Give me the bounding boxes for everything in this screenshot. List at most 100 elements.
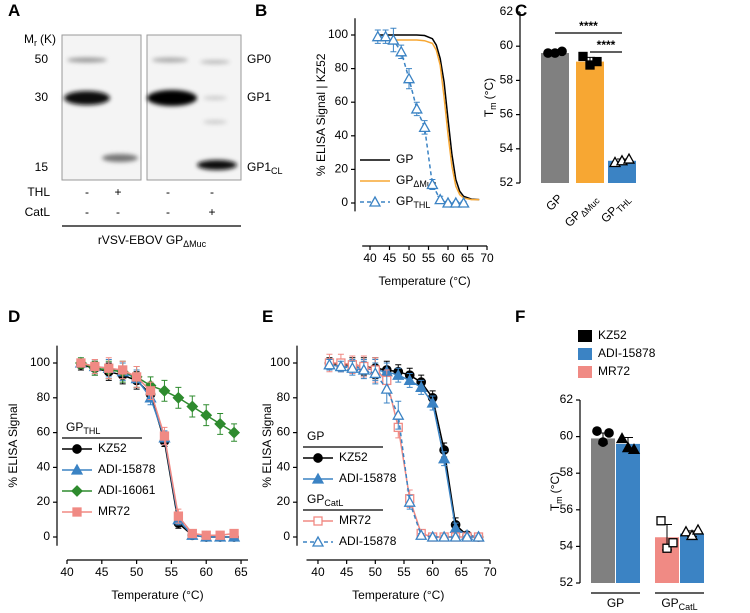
y-tick-label: 100 — [270, 355, 290, 369]
x-tick-label: 60 — [441, 251, 455, 265]
row-value: - — [116, 205, 120, 219]
series-line — [377, 35, 464, 204]
marker — [159, 431, 170, 441]
y-tick-label: 52 — [560, 575, 574, 589]
y-tick-label: 100 — [328, 27, 348, 41]
y-tick-label: 54 — [560, 539, 574, 553]
marker — [387, 33, 400, 45]
row-value-part: + — [114, 185, 121, 199]
marker — [426, 396, 439, 408]
y-tick-label-part: 56 — [560, 502, 574, 516]
y-tick-label: 20 — [37, 494, 51, 508]
marker — [228, 426, 240, 439]
marker — [215, 530, 225, 540]
x-tick-label-part: 60 — [200, 565, 214, 579]
marker — [118, 365, 128, 375]
marker — [403, 374, 416, 386]
y-axis-label: Tm (°C) — [482, 78, 498, 117]
x-tick-label: GP — [543, 191, 565, 213]
x-tick-label: 45 — [383, 251, 397, 265]
row-value-part: + — [208, 205, 215, 219]
x-tick-label-part: THL — [615, 196, 634, 215]
band — [200, 60, 230, 64]
y-tick-label: 80 — [37, 390, 51, 404]
band — [197, 160, 237, 170]
band — [203, 120, 227, 124]
legend-label-part: ADI-15878 — [98, 462, 156, 476]
y-tick-label: 56 — [500, 107, 514, 121]
marker — [357, 363, 370, 375]
x-tick-label: 50 — [402, 251, 416, 265]
row-value-part: - — [116, 205, 120, 219]
band — [64, 91, 110, 105]
x-tick-label-part: 40 — [311, 565, 325, 579]
legend-label-part: THL — [413, 200, 430, 210]
legend-label-part: KZ52 — [98, 441, 127, 455]
y-tick-label: 100 — [30, 355, 50, 369]
legend-swatch — [578, 366, 592, 378]
marker — [71, 485, 83, 497]
x-tick-label-part: 65 — [461, 251, 475, 265]
marker — [369, 367, 382, 379]
y-tick-label-part: 40 — [335, 128, 349, 142]
y-tick-label-part: 40 — [277, 460, 291, 474]
panel-label: A — [8, 1, 20, 20]
significance-label: **** — [579, 19, 598, 33]
marker — [311, 472, 325, 484]
band-label-part: CL — [271, 166, 283, 176]
panel-label-part: F — [515, 307, 525, 326]
y-tick-label: 60 — [560, 429, 574, 443]
gel-right — [146, 34, 242, 181]
bands — [64, 57, 237, 170]
marker — [656, 516, 666, 526]
mr-label: Mr (K) — [24, 32, 56, 48]
marker — [604, 428, 614, 438]
panel-label: C — [515, 1, 527, 20]
group-label: GPCatL — [661, 596, 697, 612]
legend-title-part: GP — [307, 492, 324, 506]
x-tick-label-part: 65 — [455, 565, 469, 579]
legend-label: ADI-15878 — [98, 462, 156, 476]
marker — [426, 530, 439, 542]
legend-label-part: MR72 — [98, 504, 130, 518]
legend-label: ADI-15878 — [339, 534, 397, 548]
x-tick-label: 40 — [311, 565, 325, 579]
marker — [557, 46, 567, 57]
y-tick-label-part: 100 — [270, 355, 290, 369]
marker — [415, 381, 428, 393]
y-tick-label-part: 20 — [37, 494, 51, 508]
blot-footer-part: ΔMuc — [183, 239, 207, 249]
series-line — [377, 39, 480, 201]
mr-label-part: (K) — [40, 32, 56, 46]
y-tick-label: 40 — [335, 128, 349, 142]
marker — [426, 178, 439, 190]
legend-title-part: CatL — [324, 498, 343, 508]
y-tick-label-part: 58 — [560, 465, 574, 479]
y-tick-label-part: 60 — [37, 425, 51, 439]
legend-title-part: GP — [307, 429, 324, 443]
marker — [449, 196, 462, 208]
marker — [592, 56, 602, 67]
legend-label: KZ52 — [339, 450, 368, 464]
y-axis-label-part: (°C) — [482, 78, 496, 99]
marker — [200, 409, 213, 422]
y-tick-label: 54 — [500, 141, 514, 155]
x-tick-label-part: 55 — [165, 565, 179, 579]
y-tick-label-part: 100 — [30, 355, 50, 369]
marker — [472, 530, 485, 542]
x-tick-label-part: 50 — [130, 565, 144, 579]
panel-label-part: C — [515, 1, 527, 20]
band — [152, 57, 188, 63]
x-tick-label: 60 — [200, 565, 214, 579]
row-value: - — [166, 205, 170, 219]
marker — [187, 528, 197, 539]
band — [102, 154, 138, 162]
legend-label: ADI-15878 — [339, 471, 397, 485]
y-tick-label: 60 — [500, 38, 514, 52]
y-tick-label-part: 0 — [43, 529, 50, 543]
marker — [313, 516, 323, 526]
series-line — [377, 34, 480, 201]
y-tick-label: 0 — [283, 529, 290, 543]
legend-label: GPTHL — [396, 194, 430, 210]
marker — [172, 391, 185, 404]
